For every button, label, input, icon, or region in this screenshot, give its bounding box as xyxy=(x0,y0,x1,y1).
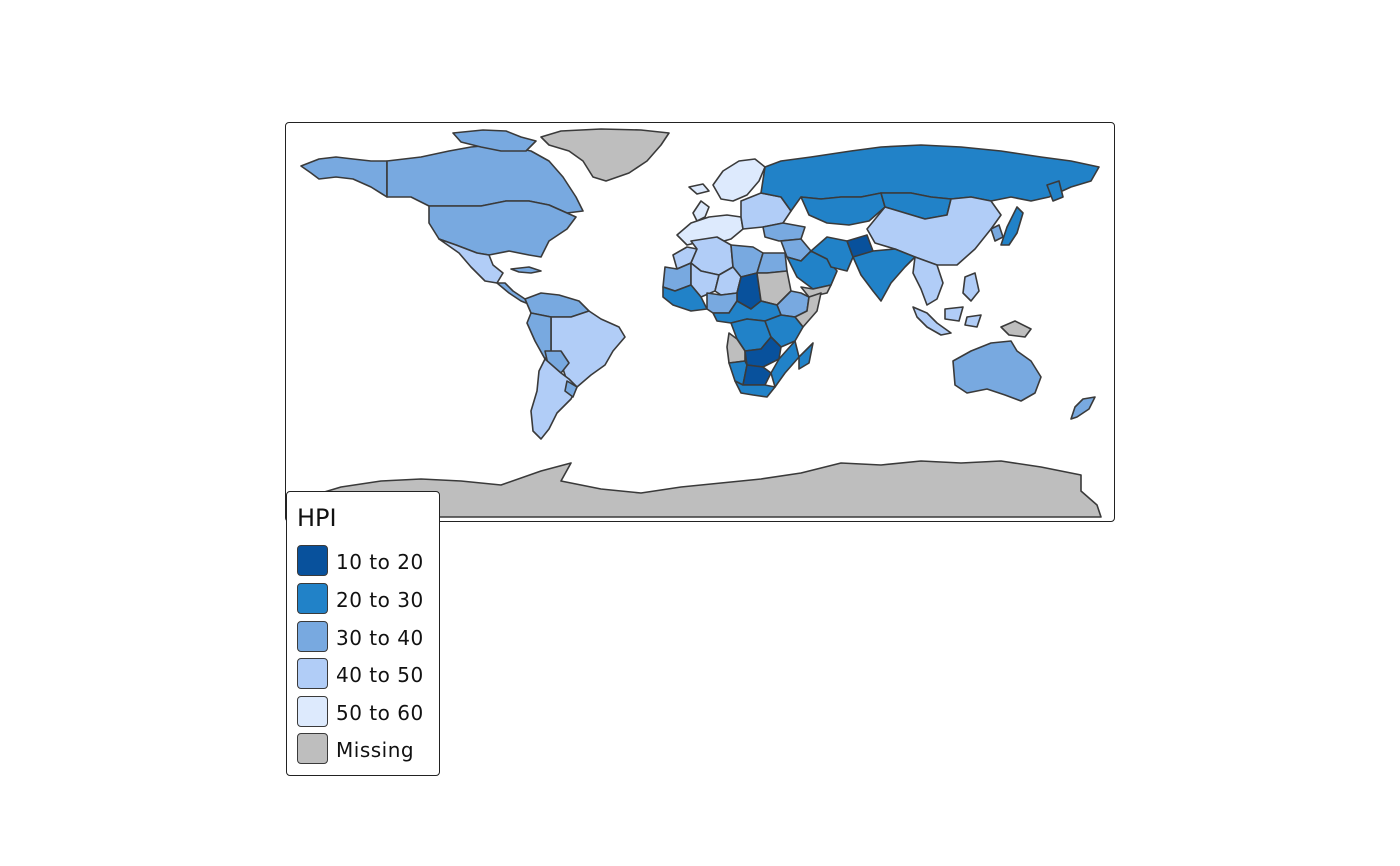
legend-item: 50 to 60 xyxy=(297,696,437,730)
legend-label: 20 to 30 xyxy=(336,588,424,612)
region-central-africa xyxy=(712,300,782,324)
region-antarctica xyxy=(290,460,1102,518)
region-papua-new-guinea xyxy=(1000,320,1032,338)
legend-item: 10 to 20 xyxy=(297,545,437,579)
legend-label: 50 to 60 xyxy=(336,701,424,725)
region-canada xyxy=(386,144,584,214)
legend-label: 40 to 50 xyxy=(336,663,424,687)
world-map xyxy=(285,122,1115,522)
region-india xyxy=(852,248,916,302)
region-australia xyxy=(952,340,1042,402)
region-scandinavia xyxy=(712,158,766,202)
region-iran xyxy=(810,236,854,272)
map-legend: HPI 10 to 20 20 to 30 30 to 40 40 to 50 … xyxy=(286,491,440,776)
legend-label: Missing xyxy=(336,738,415,762)
region-canada xyxy=(452,129,537,152)
legend-swatch xyxy=(297,583,328,614)
region-korea xyxy=(990,224,1004,242)
region-uruguay xyxy=(564,380,578,398)
region-turkey xyxy=(762,222,806,242)
legend-swatch xyxy=(297,545,328,576)
region-saudi-arabia xyxy=(786,250,838,290)
legend-item: 30 to 40 xyxy=(297,621,437,655)
legend-label: 30 to 40 xyxy=(336,626,424,650)
region-iceland xyxy=(688,183,710,195)
map-canvas xyxy=(290,128,1102,518)
legend-item: 40 to 50 xyxy=(297,658,437,692)
region-indonesia xyxy=(912,306,952,336)
region-mexico xyxy=(438,238,504,284)
legend-item: 20 to 30 xyxy=(297,583,437,617)
region-southeast-asia xyxy=(912,256,944,306)
region-indonesia xyxy=(944,306,964,322)
region-argentina-and-chile xyxy=(530,358,578,440)
region-south-africa xyxy=(734,380,776,398)
region-united-states xyxy=(428,200,577,258)
region-egypt xyxy=(756,252,788,274)
region-botswana xyxy=(742,364,772,386)
region-japan xyxy=(1000,206,1024,246)
legend-swatch xyxy=(297,621,328,652)
region-philippines xyxy=(962,272,980,302)
region-alaska xyxy=(300,156,388,198)
legend-swatch xyxy=(297,658,328,689)
region-caribbean xyxy=(510,266,542,274)
legend-swatch xyxy=(297,696,328,727)
region-greenland xyxy=(540,128,670,182)
legend-label: 10 to 20 xyxy=(336,550,424,574)
region-japan xyxy=(1046,180,1064,202)
legend-item: Missing xyxy=(297,733,437,767)
region-new-zealand xyxy=(1070,396,1096,420)
region-indonesia xyxy=(964,314,982,328)
region-yemen xyxy=(800,284,832,298)
legend-swatch xyxy=(297,733,328,764)
legend-title: HPI xyxy=(297,504,337,532)
region-madagascar xyxy=(798,342,814,370)
region-kazakhstan xyxy=(800,192,886,226)
region-british-isles xyxy=(692,200,710,222)
